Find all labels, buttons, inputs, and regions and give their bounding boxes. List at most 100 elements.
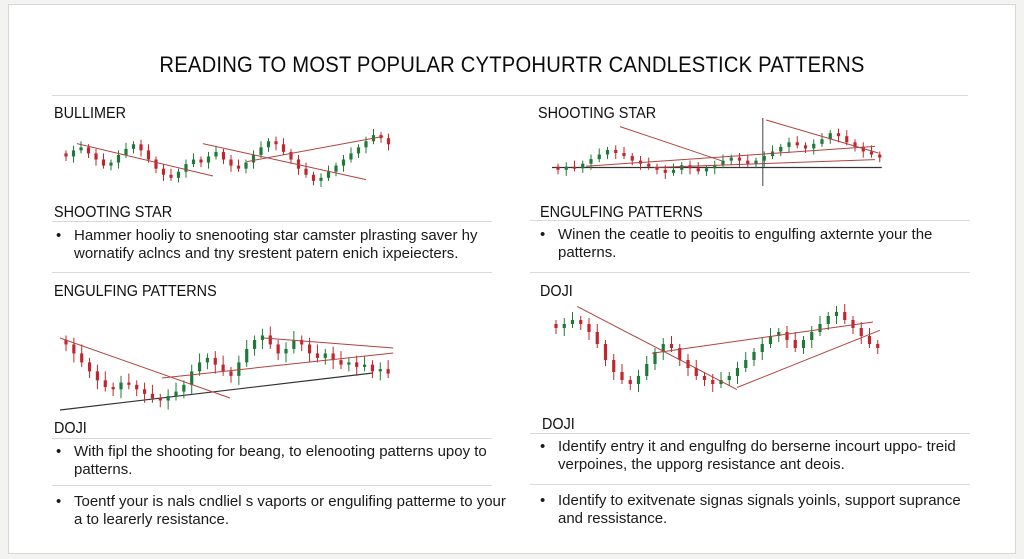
candle-body: [612, 360, 616, 372]
candle-body: [135, 384, 139, 390]
candle-body: [150, 393, 155, 399]
candle-body: [356, 147, 361, 154]
candle-body: [146, 150, 151, 160]
candle-body: [754, 160, 758, 164]
candle-body: [876, 344, 880, 348]
candle-body: [206, 156, 211, 163]
bullet-dot: •: [56, 227, 62, 244]
candle-body: [331, 353, 335, 361]
candle-body: [597, 154, 601, 160]
candle-body: [878, 154, 882, 158]
candle-body: [166, 396, 170, 401]
candle-body: [581, 163, 585, 169]
left-bullet-3: • Toentf your is nals cndliel s vaports …: [56, 493, 514, 529]
candle-body: [762, 156, 766, 161]
candle-body: [292, 339, 296, 349]
candle-body: [636, 376, 641, 384]
title-divider: [52, 95, 968, 96]
candle-body: [142, 389, 147, 394]
candle-body: [355, 362, 359, 367]
candle-body: [688, 165, 692, 169]
candle-body: [735, 368, 740, 376]
left-label-doji: DOJI: [54, 420, 87, 437]
trend-line: [202, 143, 367, 181]
candle-body: [661, 344, 665, 352]
candle-body: [589, 159, 593, 164]
candle-body: [663, 169, 667, 173]
candle-body: [620, 372, 624, 380]
candle-body: [579, 320, 583, 324]
candle-body: [339, 360, 343, 365]
candle-body: [572, 166, 577, 169]
candle-body: [72, 344, 76, 354]
candle-body: [779, 146, 783, 152]
candle-body: [669, 344, 674, 348]
candle-body: [556, 166, 560, 170]
candle-body: [184, 164, 188, 172]
candle-body: [334, 165, 338, 172]
candle-body: [836, 133, 841, 137]
candle-body: [268, 335, 272, 345]
candle-body: [260, 335, 265, 340]
candle-body: [304, 168, 308, 175]
left-divider-3: [52, 438, 492, 439]
candle-body: [86, 147, 91, 154]
right-label-engulfing: ENGULFING PATTERNS: [540, 204, 703, 221]
left-top-candlestick-chart: [64, 129, 391, 187]
candle-body: [793, 340, 797, 348]
trend-line: [246, 135, 384, 163]
left-label-engulfing: ENGULFING PATTERNS: [54, 283, 217, 300]
candle-body: [199, 159, 203, 163]
candle-body: [326, 171, 331, 178]
candle-body: [103, 380, 107, 388]
left-bottom-candlestick-chart: [59, 326, 394, 411]
candle-body: [760, 344, 764, 352]
candle-body: [364, 141, 368, 148]
candle-body: [386, 369, 390, 374]
candle-body: [795, 142, 799, 146]
candle-body: [671, 169, 676, 173]
candle-body: [378, 369, 382, 372]
bullet-dot: •: [540, 438, 546, 455]
candle-body: [161, 168, 166, 175]
candle-body: [87, 362, 92, 372]
trend-line: [766, 119, 879, 154]
candle-body: [737, 157, 742, 161]
candle-body: [131, 144, 136, 149]
candle-body: [834, 312, 839, 316]
candle-body: [845, 136, 849, 143]
candle-body: [622, 153, 626, 157]
right-bottom-candlestick-chart: [554, 304, 880, 392]
candle-body: [190, 371, 194, 385]
left-divider-4: [52, 485, 492, 486]
candle-body: [205, 357, 210, 363]
candle-body: [729, 157, 733, 161]
candle-body: [236, 165, 241, 169]
right-divider-4: [530, 484, 970, 485]
candle-body: [274, 141, 278, 145]
candle-body: [284, 348, 288, 354]
candle-body: [777, 332, 781, 336]
candle-body: [307, 344, 312, 354]
candle-body: [276, 344, 280, 354]
candle-body: [229, 371, 233, 376]
candle-body: [554, 324, 558, 328]
candle-body: [810, 332, 814, 340]
candle-body: [64, 153, 68, 157]
candle-body: [281, 144, 286, 152]
right-bullet-3: • Identify to exitvenate signas signals …: [540, 492, 988, 528]
candle-body: [319, 177, 323, 181]
candle-body: [214, 151, 218, 157]
left-bullet-1: • Hammer hooliy to snenooting star camst…: [56, 227, 514, 263]
candle-body: [570, 320, 575, 324]
trend-line: [585, 145, 876, 167]
candle-body: [820, 139, 824, 144]
candle-body: [197, 362, 202, 372]
candle-body: [828, 133, 832, 140]
candle-body: [229, 159, 233, 166]
bullet-dot: •: [540, 226, 546, 243]
trend-line: [576, 305, 738, 391]
candle-body: [655, 166, 659, 170]
candle-body: [653, 352, 657, 364]
candle-body: [801, 340, 806, 348]
